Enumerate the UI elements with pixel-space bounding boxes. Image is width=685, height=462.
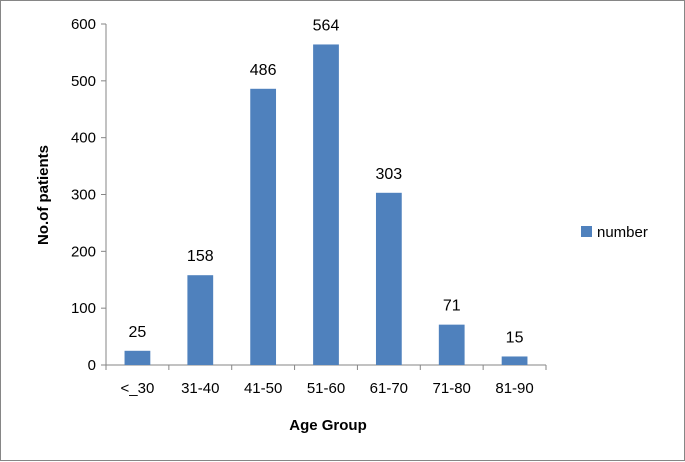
data-label: 25 bbox=[129, 324, 147, 341]
legend-swatch bbox=[581, 226, 592, 237]
data-label: 486 bbox=[250, 62, 277, 79]
x-tick-label: <_30 bbox=[121, 380, 155, 397]
x-tick-label: 81-90 bbox=[495, 380, 533, 397]
data-label: 303 bbox=[376, 166, 403, 183]
y-tick-label: 300 bbox=[71, 187, 96, 204]
data-label: 15 bbox=[506, 329, 524, 346]
bar-31-40 bbox=[187, 275, 214, 365]
bar-71-80 bbox=[438, 324, 465, 365]
data-label: 158 bbox=[187, 248, 214, 265]
legend-label-number: number bbox=[597, 224, 648, 241]
bar-81-90 bbox=[501, 356, 528, 365]
y-tick-label: 200 bbox=[71, 243, 96, 260]
bar-41-50 bbox=[250, 88, 277, 365]
x-tick-label: 61-70 bbox=[370, 380, 408, 397]
x-tick-label: 51-60 bbox=[307, 380, 345, 397]
x-tick-label: 31-40 bbox=[181, 380, 219, 397]
chart-axes: 0 100 200 300 400 500 600 bbox=[71, 16, 547, 374]
y-tick-label: 500 bbox=[71, 73, 96, 90]
data-label: 564 bbox=[313, 17, 340, 34]
chart-labels: <_30 25 31-40 158 41-50 486 51-60 564 61-70 303 71… bbox=[121, 17, 534, 397]
x-tick-label: 41-50 bbox=[244, 380, 282, 397]
bar-51-60 bbox=[313, 44, 339, 366]
y-axis-title: No.of patients bbox=[35, 145, 52, 245]
y-tick-label: 600 bbox=[71, 16, 96, 33]
y-tick-label: 100 bbox=[71, 300, 96, 317]
x-tick-label: 71-80 bbox=[433, 380, 471, 397]
bar-<_30 bbox=[124, 350, 151, 365]
bar-61-70 bbox=[375, 192, 402, 365]
legend: number bbox=[581, 224, 648, 241]
y-tick-label: 0 bbox=[88, 357, 96, 374]
data-label: 71 bbox=[443, 298, 461, 315]
y-tick-label: 400 bbox=[71, 130, 96, 147]
x-axis-title: Age Group bbox=[289, 417, 367, 434]
chart-bars bbox=[124, 44, 528, 366]
